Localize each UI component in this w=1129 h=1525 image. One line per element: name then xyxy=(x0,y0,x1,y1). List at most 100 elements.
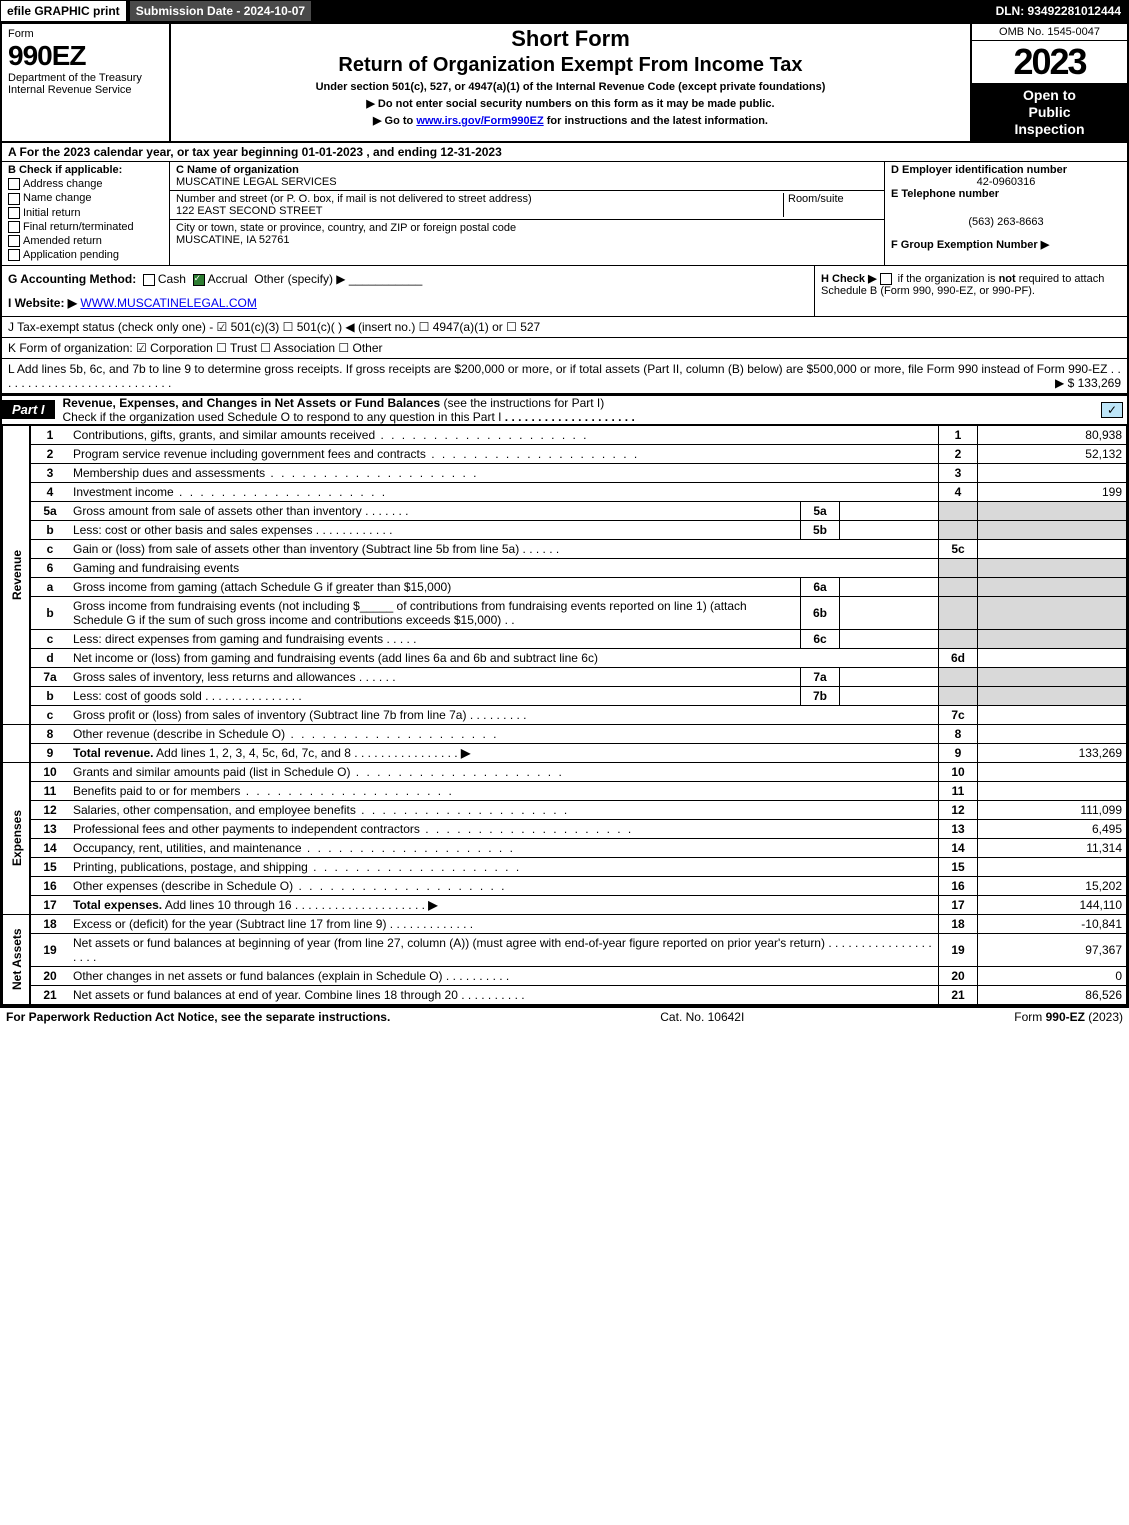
opt-final-return: Final return/terminated xyxy=(23,221,134,233)
line-17-no: 17 xyxy=(30,895,69,914)
line-10-val xyxy=(978,762,1127,781)
section-g: G Accounting Method: Cash Accrual Other … xyxy=(2,266,814,316)
row-l-amount: ▶ $ 133,269 xyxy=(1055,376,1121,390)
ein-label: D Employer identification number xyxy=(891,164,1067,176)
chk-name-change[interactable] xyxy=(8,193,20,205)
line-6a-desc: Gross income from gaming (attach Schedul… xyxy=(73,580,451,594)
line-6b-subval xyxy=(840,596,939,629)
chk-amended-return[interactable] xyxy=(8,235,20,247)
line-7a-val-shaded xyxy=(978,667,1127,686)
chk-final-return[interactable] xyxy=(8,221,20,233)
line-20-no: 20 xyxy=(30,966,69,985)
addr-label: Number and street (or P. O. box, if mail… xyxy=(176,193,532,205)
phone-label: E Telephone number xyxy=(891,188,999,200)
line-19-no: 19 xyxy=(30,933,69,966)
row-j: J Tax-exempt status (check only one) - ☑… xyxy=(2,317,1127,338)
sub3-post: for instructions and the latest informat… xyxy=(544,115,768,127)
opt-other-specify: Other (specify) ▶ xyxy=(254,272,345,286)
line-6c-val-shaded xyxy=(978,629,1127,648)
badge-line-1: Open to xyxy=(974,87,1125,104)
opt-name-change: Name change xyxy=(23,192,92,204)
website-link[interactable]: WWW.MUSCATINELEGAL.COM xyxy=(80,296,256,310)
line-15-desc: Printing, publications, postage, and shi… xyxy=(73,860,308,874)
line-6b-num-shaded xyxy=(939,596,978,629)
h-check-label: H Check ▶ xyxy=(821,273,877,285)
line-14-no: 14 xyxy=(30,838,69,857)
line-6d-num: 6d xyxy=(939,648,978,667)
line-5b-no: b xyxy=(30,520,69,539)
row-a-tax-year: A For the 2023 calendar year, or tax yea… xyxy=(2,143,1127,162)
dept-treasury: Department of the Treasury xyxy=(8,72,163,84)
line-12-desc: Salaries, other compensation, and employ… xyxy=(73,803,356,817)
section-h: H Check ▶ if the organization is not req… xyxy=(814,266,1127,316)
public-inspection-badge: Open to Public Inspection xyxy=(972,83,1127,141)
irs-link[interactable]: www.irs.gov/Form990EZ xyxy=(416,115,543,127)
section-def: D Employer identification number 42-0960… xyxy=(884,162,1127,265)
opt-accrual: Accrual xyxy=(208,272,248,286)
submission-date-button[interactable]: Submission Date - 2024-10-07 xyxy=(129,0,312,22)
netassets-side-label: Net Assets xyxy=(3,914,31,1004)
line-1-num: 1 xyxy=(939,425,978,444)
line-7b-num-shaded xyxy=(939,686,978,705)
dln-label: DLN: 93492281012444 xyxy=(996,4,1129,18)
line-17-val: 144,110 xyxy=(978,895,1127,914)
h-not: not xyxy=(999,273,1016,285)
line-9-val: 133,269 xyxy=(978,743,1127,762)
chk-accrual[interactable] xyxy=(193,274,205,286)
subtitle-1: Under section 501(c), 527, or 4947(a)(1)… xyxy=(179,81,962,93)
header-left: Form 990EZ Department of the Treasury In… xyxy=(2,24,171,141)
line-7c-desc: Gross profit or (loss) from sales of inv… xyxy=(73,708,466,722)
line-5a-no: 5a xyxy=(30,501,69,520)
subtitle-3: ▶ Go to www.irs.gov/Form990EZ for instru… xyxy=(179,114,962,127)
line-2-desc: Program service revenue including govern… xyxy=(73,447,426,461)
line-1-desc: Contributions, gifts, grants, and simila… xyxy=(73,428,375,442)
line-1-no: 1 xyxy=(30,425,69,444)
accounting-method-label: G Accounting Method: xyxy=(8,272,136,286)
line-18-val: -10,841 xyxy=(978,914,1127,933)
line-3-desc: Membership dues and assessments xyxy=(73,466,265,480)
chk-application-pending[interactable] xyxy=(8,249,20,261)
efile-print-button[interactable]: efile GRAPHIC print xyxy=(0,0,127,22)
line-6-no: 6 xyxy=(30,558,69,577)
line-7b-sub: 7b xyxy=(801,686,840,705)
part-1-schedule-o-check[interactable]: ✓ xyxy=(1101,402,1123,418)
org-name-label: C Name of organization xyxy=(176,164,299,176)
badge-line-3: Inspection xyxy=(974,121,1125,138)
ein-value: 42-0960316 xyxy=(891,176,1121,188)
line-17-rest: Add lines 10 through 16 xyxy=(165,898,292,912)
chk-address-change[interactable] xyxy=(8,178,20,190)
sub3-pre: ▶ Go to xyxy=(373,115,416,127)
line-13-val: 6,495 xyxy=(978,819,1127,838)
chk-cash[interactable] xyxy=(143,274,155,286)
line-6a-no: a xyxy=(30,577,69,596)
line-8-desc: Other revenue (describe in Schedule O) xyxy=(73,727,285,741)
line-21-no: 21 xyxy=(30,985,69,1004)
page-footer: For Paperwork Reduction Act Notice, see … xyxy=(0,1007,1129,1026)
row-k: K Form of organization: ☑ Corporation ☐ … xyxy=(2,338,1127,359)
line-5c-desc: Gain or (loss) from sale of assets other… xyxy=(73,542,519,556)
line-17-bold: Total expenses. xyxy=(73,898,162,912)
website-label: I Website: ▶ xyxy=(8,296,77,310)
chk-schedule-b[interactable] xyxy=(880,273,892,285)
line-12-no: 12 xyxy=(30,800,69,819)
line-16-num: 16 xyxy=(939,876,978,895)
part-1-check-instruction: Check if the organization used Schedule … xyxy=(63,410,502,424)
line-13-no: 13 xyxy=(30,819,69,838)
line-6-num-shaded xyxy=(939,558,978,577)
line-5b-val-shaded xyxy=(978,520,1127,539)
row-l: L Add lines 5b, 6c, and 7b to line 9 to … xyxy=(2,359,1127,394)
line-5c-val xyxy=(978,539,1127,558)
line-8-num: 8 xyxy=(939,724,978,743)
line-7b-subval xyxy=(840,686,939,705)
header-right: OMB No. 1545-0047 2023 Open to Public In… xyxy=(970,24,1127,141)
line-5a-desc: Gross amount from sale of assets other t… xyxy=(73,504,362,518)
room-suite-label: Room/suite xyxy=(783,193,878,217)
top-bar: efile GRAPHIC print Submission Date - 20… xyxy=(0,0,1129,22)
line-9-rest: Add lines 1, 2, 3, 4, 5c, 6d, 7c, and 8 xyxy=(156,746,351,760)
line-14-val: 11,314 xyxy=(978,838,1127,857)
line-8-no: 8 xyxy=(30,724,69,743)
line-7c-num: 7c xyxy=(939,705,978,724)
phone-value: (563) 263-8663 xyxy=(891,216,1121,228)
chk-initial-return[interactable] xyxy=(8,207,20,219)
line-5a-subval xyxy=(840,501,939,520)
